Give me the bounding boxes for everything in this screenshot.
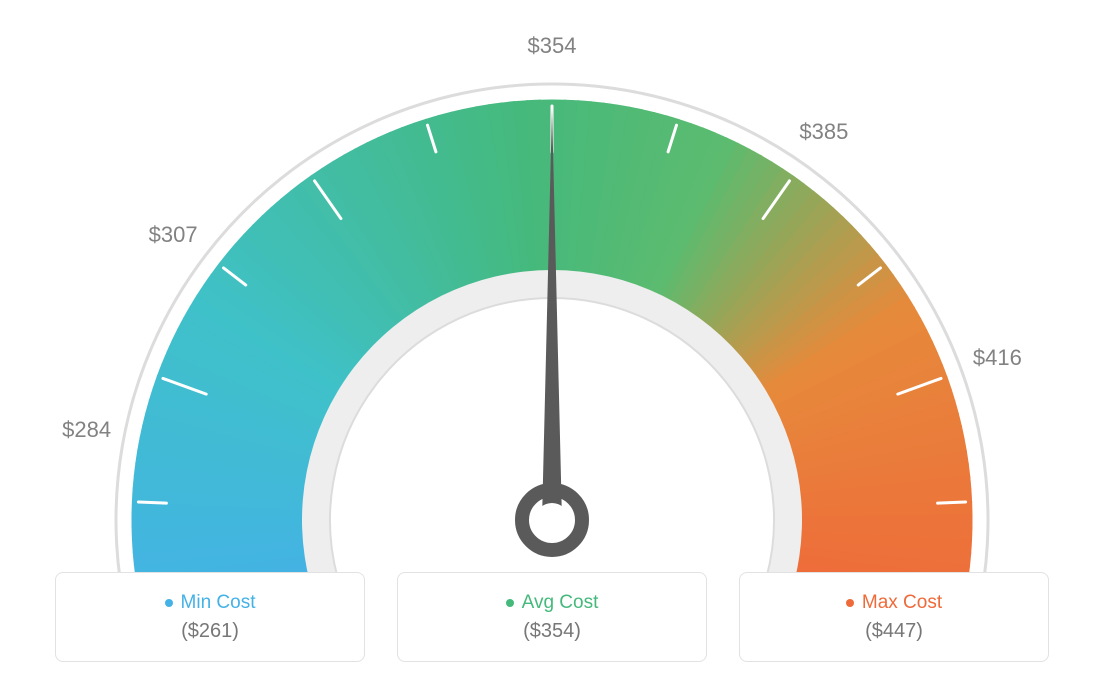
legend-value-avg: ($354): [523, 620, 581, 643]
legend-value-min: ($261): [181, 620, 239, 643]
legend-label-row: Avg Cost: [506, 592, 599, 614]
gauge-tick-label: $385: [799, 119, 848, 145]
gauge-svg: [52, 20, 1052, 580]
gauge-tick-label: $354: [528, 33, 577, 59]
legend-row: Min Cost ($261) Avg Cost ($354) Max Cost…: [55, 572, 1049, 662]
legend-card-avg: Avg Cost ($354): [397, 572, 707, 662]
legend-label-max: Max Cost: [862, 592, 942, 614]
gauge-tick-label: $307: [149, 222, 198, 248]
legend-label-avg: Avg Cost: [522, 592, 599, 614]
legend-label-min: Min Cost: [181, 592, 256, 614]
gauge-tick-label: $284: [62, 417, 111, 443]
legend-label-row: Max Cost: [846, 592, 942, 614]
legend-dot-max: [846, 599, 854, 607]
legend-dot-avg: [506, 599, 514, 607]
legend-label-row: Min Cost: [165, 592, 256, 614]
gauge-tick-label: $416: [973, 345, 1022, 371]
legend-value-max: ($447): [865, 620, 923, 643]
legend-card-min: Min Cost ($261): [55, 572, 365, 662]
legend-dot-min: [165, 599, 173, 607]
gauge-chart: $261$284$307$354$385$416$447: [52, 20, 1052, 560]
legend-card-max: Max Cost ($447): [739, 572, 1049, 662]
